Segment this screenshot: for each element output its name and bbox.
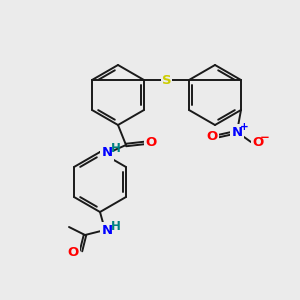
Text: S: S <box>162 74 171 86</box>
Text: N: N <box>101 224 112 236</box>
Text: O: O <box>206 130 218 142</box>
Text: O: O <box>252 136 264 148</box>
Text: +: + <box>240 122 248 132</box>
Text: O: O <box>68 247 79 260</box>
Text: O: O <box>146 136 157 149</box>
Text: H: H <box>111 220 121 232</box>
Text: N: N <box>231 125 242 139</box>
Text: −: − <box>260 131 270 145</box>
Text: N: N <box>101 146 112 160</box>
Text: H: H <box>111 142 121 154</box>
